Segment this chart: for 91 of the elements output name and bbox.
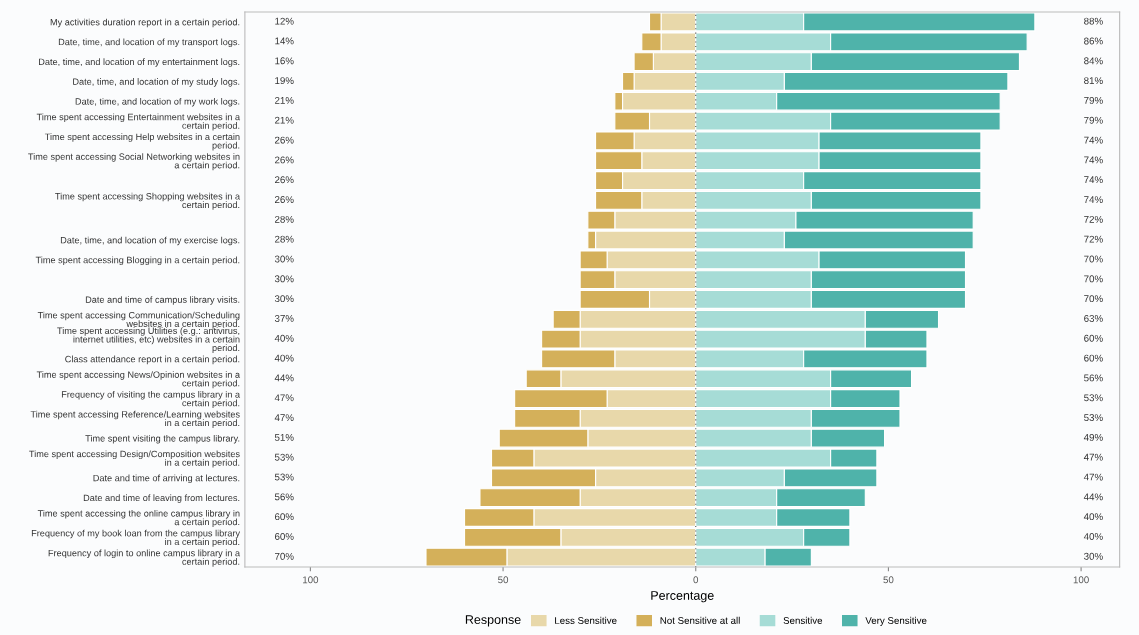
text: 47% bbox=[274, 394, 294, 402]
text: 70% bbox=[1084, 295, 1103, 303]
x-tick-label: 50 bbox=[883, 576, 894, 584]
y-tick-label: Date, time, and location of my transport logs. bbox=[58, 38, 240, 48]
y-tick-label: Frequency of my book loan from the campus library in a certain period. bbox=[31, 529, 241, 547]
text: 72% bbox=[1084, 215, 1103, 223]
text: 84% bbox=[1084, 57, 1103, 65]
y-tick-label: Date, time, and location of my study logs. bbox=[73, 78, 240, 87]
text: 21% bbox=[275, 96, 294, 104]
y-tick-label: Time spent accessing Design/Composition websites in a certain period. bbox=[29, 450, 240, 468]
y-tick-label: Time spent visiting the campus library. bbox=[85, 434, 240, 444]
text: 70% bbox=[1084, 275, 1103, 283]
text: 53% bbox=[1084, 414, 1103, 422]
x-tick-label: 50 bbox=[498, 576, 509, 584]
y-tick-label: Class attendance report in a certain period. bbox=[65, 355, 240, 365]
text: 74% bbox=[1084, 176, 1103, 184]
y-tick-label: Date, time, and location of my entertainment logs. bbox=[39, 58, 240, 67]
text: 40% bbox=[1083, 533, 1103, 540]
y-tick-label: Date and time of arriving at lectures. bbox=[93, 474, 240, 484]
text: 47% bbox=[1083, 453, 1103, 461]
y-tick-label: Time spent accessing Reference/Learning websites in a certain period. bbox=[30, 410, 240, 428]
y-tick-label: Frequency of visiting the campus library in a certain period. bbox=[61, 390, 241, 409]
text: 28% bbox=[275, 235, 294, 243]
text: 44% bbox=[274, 374, 294, 382]
text: 63% bbox=[1084, 315, 1103, 322]
text: 40% bbox=[274, 334, 294, 342]
y-tick-label: Date, time, and location of my exercise logs. bbox=[60, 236, 240, 246]
legend-label: Very Sensitive bbox=[865, 616, 927, 626]
y-tick-label: Date and time of campus library visits. bbox=[85, 296, 240, 305]
text: 72% bbox=[1084, 235, 1103, 243]
text: 44% bbox=[1083, 493, 1103, 501]
text: 53% bbox=[1084, 394, 1103, 402]
text: 53% bbox=[274, 453, 294, 461]
legend-label: Not Sensitive at all bbox=[660, 616, 740, 624]
text: 26% bbox=[275, 136, 294, 144]
y-tick-label: My activities duration report in a certain period. bbox=[50, 18, 240, 28]
text: 60% bbox=[275, 513, 294, 521]
text: 60% bbox=[1084, 354, 1103, 362]
y-tick-label: Time spent accessing Blogging in a certain period. bbox=[35, 256, 240, 266]
text: 60% bbox=[1084, 334, 1103, 342]
legend-title: Response bbox=[465, 615, 521, 627]
text: 86% bbox=[1084, 37, 1103, 45]
text: 47% bbox=[274, 414, 294, 421]
text: 70% bbox=[1084, 255, 1103, 263]
text: 88% bbox=[1084, 17, 1103, 25]
text: 16% bbox=[275, 57, 294, 65]
y-tick-label: Time spent accessing News/Opinion websites in a certain period. bbox=[36, 371, 241, 389]
y-tick-label: Time spent accessing the online campus library in a certain period. bbox=[37, 509, 240, 527]
text: 47% bbox=[1083, 473, 1103, 481]
y-tick-label: Time spent accessing Entertainment websites in a certain period. bbox=[36, 113, 241, 131]
y-tick-label: Date, time, and location of my work logs. bbox=[75, 97, 240, 107]
text: 81% bbox=[1084, 77, 1103, 85]
y-tick-label: Time spent accessing Social Networking websites in a certain period. bbox=[28, 153, 240, 171]
text: 28% bbox=[275, 215, 294, 223]
text: 19% bbox=[275, 77, 294, 85]
y-tick-label: Time spent accessing Shopping websites in a certain period. bbox=[55, 192, 241, 210]
x-tick-label: 100 bbox=[1073, 576, 1089, 584]
legend-label: Less Sensitive bbox=[555, 616, 617, 624]
legend-label: Sensitive bbox=[783, 616, 823, 624]
text: 70% bbox=[275, 552, 294, 560]
text: 30% bbox=[1084, 552, 1103, 560]
y-tick-label: Frequency of login to online campus library in a certain period. bbox=[48, 549, 241, 567]
text: 37% bbox=[274, 315, 294, 322]
text: 56% bbox=[274, 493, 294, 501]
text: 74% bbox=[1084, 136, 1103, 144]
text: 51% bbox=[274, 433, 294, 441]
text: 53% bbox=[274, 473, 294, 481]
x-axis-title: Percentage bbox=[651, 591, 714, 603]
text: 74% bbox=[1084, 196, 1103, 203]
text: 26% bbox=[275, 196, 294, 203]
text: 14% bbox=[275, 37, 294, 45]
y-tick-label: Date and time of leaving from lectures. bbox=[83, 494, 240, 503]
y-tick-label: Time spent accessing Utilities (e.g.: antivirus, internet utilities, etc) websites in a certain period. bbox=[57, 327, 240, 353]
text: 26% bbox=[275, 176, 294, 184]
text: 30% bbox=[274, 295, 294, 303]
text: 49% bbox=[1083, 433, 1103, 441]
text: 74% bbox=[1084, 156, 1103, 164]
text: 30% bbox=[274, 255, 294, 263]
text: 40% bbox=[274, 354, 294, 362]
text: 79% bbox=[1084, 96, 1103, 104]
x-tick-label: 100 bbox=[303, 576, 319, 584]
text: 40% bbox=[1083, 513, 1103, 521]
x-tick-label: 0 bbox=[693, 576, 699, 584]
text: 56% bbox=[1084, 374, 1103, 382]
text: 26% bbox=[275, 156, 294, 164]
text: 30% bbox=[274, 275, 294, 283]
text: 21% bbox=[275, 116, 294, 124]
y-tick-label: Time spent accessing Help websites in a certain period. bbox=[44, 133, 240, 151]
text: 12% bbox=[275, 17, 294, 25]
text: 79% bbox=[1084, 116, 1103, 124]
text: 60% bbox=[275, 533, 294, 540]
